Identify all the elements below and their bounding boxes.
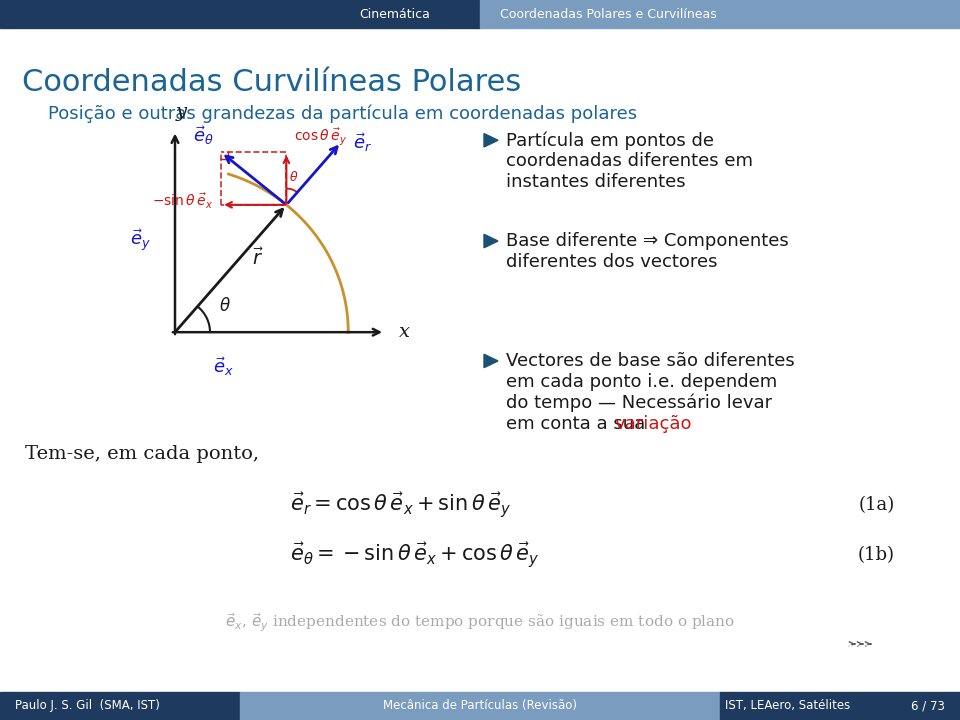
Text: Posição e outras grandezas da partícula em coordenadas polares: Posição e outras grandezas da partícula … — [48, 105, 637, 123]
Text: $\vec{e}_y$: $\vec{e}_y$ — [131, 228, 151, 254]
Text: (1a): (1a) — [859, 496, 895, 514]
Text: Vectores de base são diferentes: Vectores de base são diferentes — [506, 352, 795, 370]
Text: $\cos\theta\,\vec{e}_y$: $\cos\theta\,\vec{e}_y$ — [295, 126, 348, 147]
Text: $-\sin\theta\,\vec{e}_x$: $-\sin\theta\,\vec{e}_x$ — [153, 192, 213, 210]
Text: TÉCNICO: TÉCNICO — [852, 672, 881, 678]
Text: y: y — [176, 103, 186, 121]
Bar — [0, 0, 480, 28]
Text: $\vec{e}_\theta$: $\vec{e}_\theta$ — [193, 124, 213, 147]
Text: Mecânica de Partículas (Revisão): Mecânica de Partículas (Revisão) — [383, 700, 577, 713]
Text: (1b): (1b) — [858, 546, 895, 564]
Text: Tem-se, em cada ponto,: Tem-se, em cada ponto, — [25, 445, 259, 463]
Text: $\vec{e}_x$: $\vec{e}_x$ — [212, 355, 233, 378]
Bar — [240, 692, 720, 720]
Text: $\theta$: $\theta$ — [219, 297, 230, 315]
Text: SUPERIOR: SUPERIOR — [849, 659, 884, 663]
Text: $\vec{e}_\theta = -\sin\theta\,\vec{e}_x + \cos\theta\,\vec{e}_y$: $\vec{e}_\theta = -\sin\theta\,\vec{e}_x… — [290, 540, 540, 570]
Text: $\vec{r}$: $\vec{r}$ — [252, 248, 263, 269]
Text: variação: variação — [614, 415, 691, 433]
Text: do tempo — Necessário levar: do tempo — Necessário levar — [506, 394, 772, 413]
Text: $\vec{e}_x$, $\vec{e}_y$ independentes do tempo porque são iguais em todo o plan: $\vec{e}_x$, $\vec{e}_y$ independentes d… — [225, 611, 735, 634]
Text: $\vec{e}_r = \cos\theta\,\vec{e}_x + \sin\theta\,\vec{e}_y$: $\vec{e}_r = \cos\theta\,\vec{e}_x + \si… — [290, 490, 512, 520]
Text: diferentes dos vectores: diferentes dos vectores — [506, 253, 717, 271]
Text: x: x — [399, 323, 410, 341]
Text: coordenadas diferentes em: coordenadas diferentes em — [506, 153, 753, 171]
Text: em conta a sua: em conta a sua — [506, 415, 651, 433]
Text: Coordenadas Curvilíneas Polares: Coordenadas Curvilíneas Polares — [22, 68, 521, 97]
Bar — [720, 692, 960, 720]
Bar — [0, 692, 240, 720]
Text: $\vec{e}_r$: $\vec{e}_r$ — [353, 131, 372, 154]
Text: em cada ponto i.e. dependem: em cada ponto i.e. dependem — [506, 373, 778, 391]
Text: Paulo J. S. Gil  (SMA, IST): Paulo J. S. Gil (SMA, IST) — [15, 700, 160, 713]
Bar — [480, 0, 960, 28]
Text: INSTITUTO: INSTITUTO — [848, 644, 885, 649]
Polygon shape — [484, 133, 498, 147]
Text: Cinemática: Cinemática — [359, 7, 430, 20]
Text: IST, LEAero, Satélites: IST, LEAero, Satélites — [725, 700, 851, 713]
Text: Base diferente ⇒ Componentes: Base diferente ⇒ Componentes — [506, 232, 789, 250]
Text: $\theta$: $\theta$ — [289, 170, 299, 184]
Polygon shape — [484, 354, 498, 368]
Text: 6 / 73: 6 / 73 — [911, 700, 945, 713]
Text: Partícula em pontos de: Partícula em pontos de — [506, 131, 714, 150]
Text: Coordenadas Polares e Curvilíneas: Coordenadas Polares e Curvilíneas — [500, 7, 717, 20]
Text: instantes diferentes: instantes diferentes — [506, 174, 685, 192]
Polygon shape — [484, 234, 498, 248]
